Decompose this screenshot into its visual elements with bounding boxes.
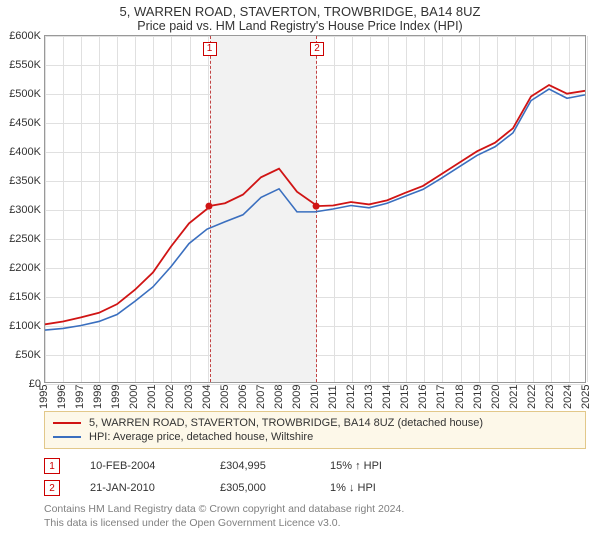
grid-v xyxy=(587,36,588,382)
x-axis-labels: 1995199619971998199920002001200220032004… xyxy=(44,383,586,405)
xtick-label: 1999 xyxy=(110,385,122,409)
xtick-label: 2001 xyxy=(146,385,158,409)
ytick-label: £50K xyxy=(15,349,45,361)
xtick-label: 2005 xyxy=(219,385,231,409)
xtick-label: 2004 xyxy=(201,385,213,409)
legend: 5, WARREN ROAD, STAVERTON, TROWBRIDGE, B… xyxy=(44,411,586,449)
sales-table: 1 10-FEB-2004 £304,995 15% ↑ HPI 2 21-JAN-201… xyxy=(44,455,586,499)
sale-date: 21-JAN-2010 xyxy=(90,482,190,494)
ytick-label: £200K xyxy=(9,262,45,274)
footer-line-2: This data is licensed under the Open Gov… xyxy=(44,517,586,531)
chart-area: £0£50K£100K£150K£200K£250K£300K£350K£400… xyxy=(44,35,586,405)
ytick-label: £400K xyxy=(9,146,45,158)
sale-marker-box: 1 xyxy=(203,42,217,56)
xtick-label: 2014 xyxy=(381,385,393,409)
xtick-label: 2002 xyxy=(164,385,176,409)
ytick-label: £250K xyxy=(9,233,45,245)
xtick-label: 2003 xyxy=(183,385,195,409)
plot-box: £0£50K£100K£150K£200K£250K£300K£350K£400… xyxy=(44,35,586,383)
ytick-label: £600K xyxy=(9,30,45,42)
xtick-label: 2021 xyxy=(508,385,520,409)
sale-row: 1 10-FEB-2004 £304,995 15% ↑ HPI xyxy=(44,455,586,477)
xtick-label: 2025 xyxy=(580,385,592,409)
ytick-label: £500K xyxy=(9,88,45,100)
xtick-label: 1995 xyxy=(38,385,50,409)
ytick-label: £300K xyxy=(9,204,45,216)
legend-label: HPI: Average price, detached house, Wilt… xyxy=(89,431,313,443)
legend-swatch xyxy=(53,422,81,424)
sale-row: 2 21-JAN-2010 £305,000 1% ↓ HPI xyxy=(44,477,586,499)
legend-label: 5, WARREN ROAD, STAVERTON, TROWBRIDGE, B… xyxy=(89,417,483,429)
xtick-label: 2013 xyxy=(363,385,375,409)
sale-date: 10-FEB-2004 xyxy=(90,460,190,472)
ytick-label: £450K xyxy=(9,117,45,129)
xtick-label: 2024 xyxy=(562,385,574,409)
xtick-label: 2006 xyxy=(237,385,249,409)
xtick-label: 2020 xyxy=(490,385,502,409)
xtick-label: 2022 xyxy=(526,385,538,409)
ytick-label: £100K xyxy=(9,320,45,332)
sale-row-marker: 2 xyxy=(44,480,60,496)
ytick-label: £350K xyxy=(9,175,45,187)
legend-row: HPI: Average price, detached house, Wilt… xyxy=(53,430,577,444)
sale-hpi: 15% ↑ HPI xyxy=(330,460,382,472)
series-hpi_line xyxy=(45,89,585,330)
sale-marker-box: 2 xyxy=(310,42,324,56)
sale-hpi: 1% ↓ HPI xyxy=(330,482,376,494)
xtick-label: 2007 xyxy=(255,385,267,409)
sale-dot xyxy=(206,203,213,210)
title-main: 5, WARREN ROAD, STAVERTON, TROWBRIDGE, B… xyxy=(8,4,592,19)
sale-row-marker: 1 xyxy=(44,458,60,474)
xtick-label: 2017 xyxy=(435,385,447,409)
footer-attribution: Contains HM Land Registry data © Crown c… xyxy=(44,503,586,530)
xtick-label: 2023 xyxy=(544,385,556,409)
chart-lines xyxy=(45,36,585,382)
xtick-label: 2000 xyxy=(128,385,140,409)
xtick-label: 1998 xyxy=(92,385,104,409)
legend-swatch xyxy=(53,436,81,438)
title-sub: Price paid vs. HM Land Registry's House … xyxy=(8,19,592,33)
xtick-label: 2010 xyxy=(309,385,321,409)
xtick-label: 2015 xyxy=(399,385,411,409)
page: 5, WARREN ROAD, STAVERTON, TROWBRIDGE, B… xyxy=(0,0,600,560)
sale-dot xyxy=(313,203,320,210)
xtick-label: 1997 xyxy=(74,385,86,409)
sale-price: £305,000 xyxy=(220,482,300,494)
legend-row: 5, WARREN ROAD, STAVERTON, TROWBRIDGE, B… xyxy=(53,416,577,430)
ytick-label: £550K xyxy=(9,59,45,71)
footer-line-1: Contains HM Land Registry data © Crown c… xyxy=(44,503,586,517)
xtick-label: 2009 xyxy=(291,385,303,409)
xtick-label: 2018 xyxy=(454,385,466,409)
xtick-label: 2016 xyxy=(417,385,429,409)
sale-price: £304,995 xyxy=(220,460,300,472)
ytick-label: £150K xyxy=(9,291,45,303)
xtick-label: 2008 xyxy=(273,385,285,409)
xtick-label: 2019 xyxy=(472,385,484,409)
xtick-label: 2012 xyxy=(345,385,357,409)
xtick-label: 2011 xyxy=(327,385,339,409)
xtick-label: 1996 xyxy=(56,385,68,409)
chart-titles: 5, WARREN ROAD, STAVERTON, TROWBRIDGE, B… xyxy=(0,0,600,35)
